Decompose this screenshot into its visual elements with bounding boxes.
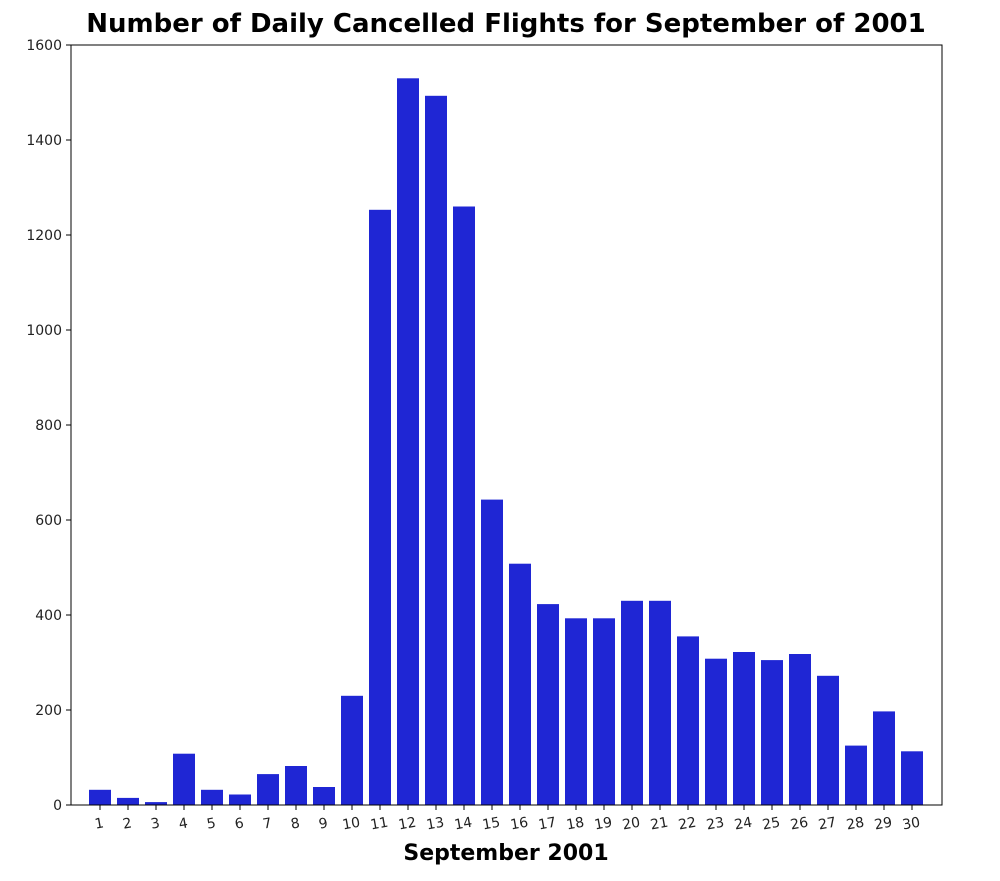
bar-day-24: [733, 652, 755, 805]
bar-day-30: [901, 751, 923, 805]
bar-day-11: [369, 209, 391, 806]
x-tick-label: 28: [845, 815, 865, 834]
x-tick-label: 29: [873, 815, 893, 834]
y-tick-label: 1400: [26, 133, 62, 149]
y-tick-label: 1200: [26, 228, 62, 244]
x-tick-label: 23: [705, 815, 725, 834]
y-axis: 0 200 400 600 800 1000 1200 1400 1600: [26, 38, 71, 814]
bar-day-28: [845, 745, 867, 805]
bar-day-22: [677, 636, 699, 805]
bar-day-19: [593, 618, 615, 805]
bar-day-6: [229, 794, 251, 805]
x-tick-label: 2: [122, 815, 134, 832]
bar-day-17: [537, 604, 559, 805]
chart-title: Number of Daily Cancelled Flights for Se…: [86, 9, 926, 39]
x-axis: 1 2 3 4 5 6 7 8 9 10 11 12 13 14 15 16 17 18 19 20 21 22 23 24 2…: [94, 805, 921, 834]
y-tick-label: 400: [35, 608, 62, 624]
x-tick-label: 19: [593, 815, 613, 834]
x-axis-label: September 2001: [403, 841, 608, 866]
x-tick-label: 12: [397, 815, 417, 834]
bar-day-27: [817, 675, 839, 805]
y-tick-label: 0: [53, 798, 62, 814]
y-tick-label: 1600: [26, 38, 62, 54]
x-tick-label: 20: [621, 815, 641, 834]
x-tick-label: 18: [565, 815, 585, 834]
bar-day-26: [789, 654, 811, 805]
x-tick-label: 22: [677, 815, 697, 834]
x-tick-label: 9: [318, 815, 330, 832]
bar-day-4: [173, 753, 195, 805]
x-tick-label: 25: [761, 815, 781, 834]
x-tick-label: 11: [369, 815, 389, 834]
x-tick-label: 5: [206, 815, 218, 832]
y-tick-label: 200: [35, 703, 62, 719]
bar-day-29: [873, 711, 895, 805]
x-tick-label: 3: [150, 815, 162, 832]
x-tick-label: 16: [509, 815, 529, 834]
bar-day-16: [509, 563, 531, 805]
x-tick-label: 17: [537, 815, 557, 834]
x-tick-label: 8: [290, 815, 302, 832]
bar-day-21: [649, 600, 671, 806]
x-tick-label: 24: [733, 815, 753, 834]
bar-day-2: [117, 797, 139, 805]
plot-frame: [70, 44, 943, 806]
x-tick-label: 6: [234, 815, 246, 832]
bars-layer: [89, 78, 923, 806]
bar-day-1: [89, 789, 111, 805]
x-tick-label: 15: [481, 815, 501, 834]
x-tick-label: 14: [453, 815, 473, 834]
x-tick-label: 21: [649, 815, 669, 834]
y-tick-label: 1000: [26, 323, 62, 339]
x-tick-label: 30: [901, 815, 921, 834]
bar-day-25: [761, 660, 783, 805]
y-tick-label: 800: [35, 418, 62, 434]
bar-day-13: [425, 95, 447, 806]
x-tick-label: 1: [94, 815, 106, 832]
bar-day-9: [313, 787, 335, 805]
bar-day-8: [285, 766, 307, 805]
bar-day-23: [705, 658, 727, 805]
x-tick-label: 7: [262, 815, 274, 832]
bar-day-7: [257, 774, 279, 805]
bar-day-3: [145, 802, 167, 805]
bar-day-10: [341, 695, 363, 806]
x-tick-label: 27: [817, 815, 837, 834]
bar-day-5: [201, 789, 223, 805]
bar-day-15: [481, 499, 503, 805]
x-tick-label: 4: [178, 815, 190, 832]
bar-day-12: [397, 78, 419, 806]
bar-day-14: [453, 206, 475, 805]
bar-day-20: [621, 600, 643, 806]
y-tick-label: 600: [35, 513, 62, 529]
x-tick-label: 26: [789, 815, 809, 834]
bar-day-18: [565, 618, 587, 805]
x-tick-label: 13: [425, 815, 445, 834]
x-tick-label: 10: [341, 815, 361, 834]
